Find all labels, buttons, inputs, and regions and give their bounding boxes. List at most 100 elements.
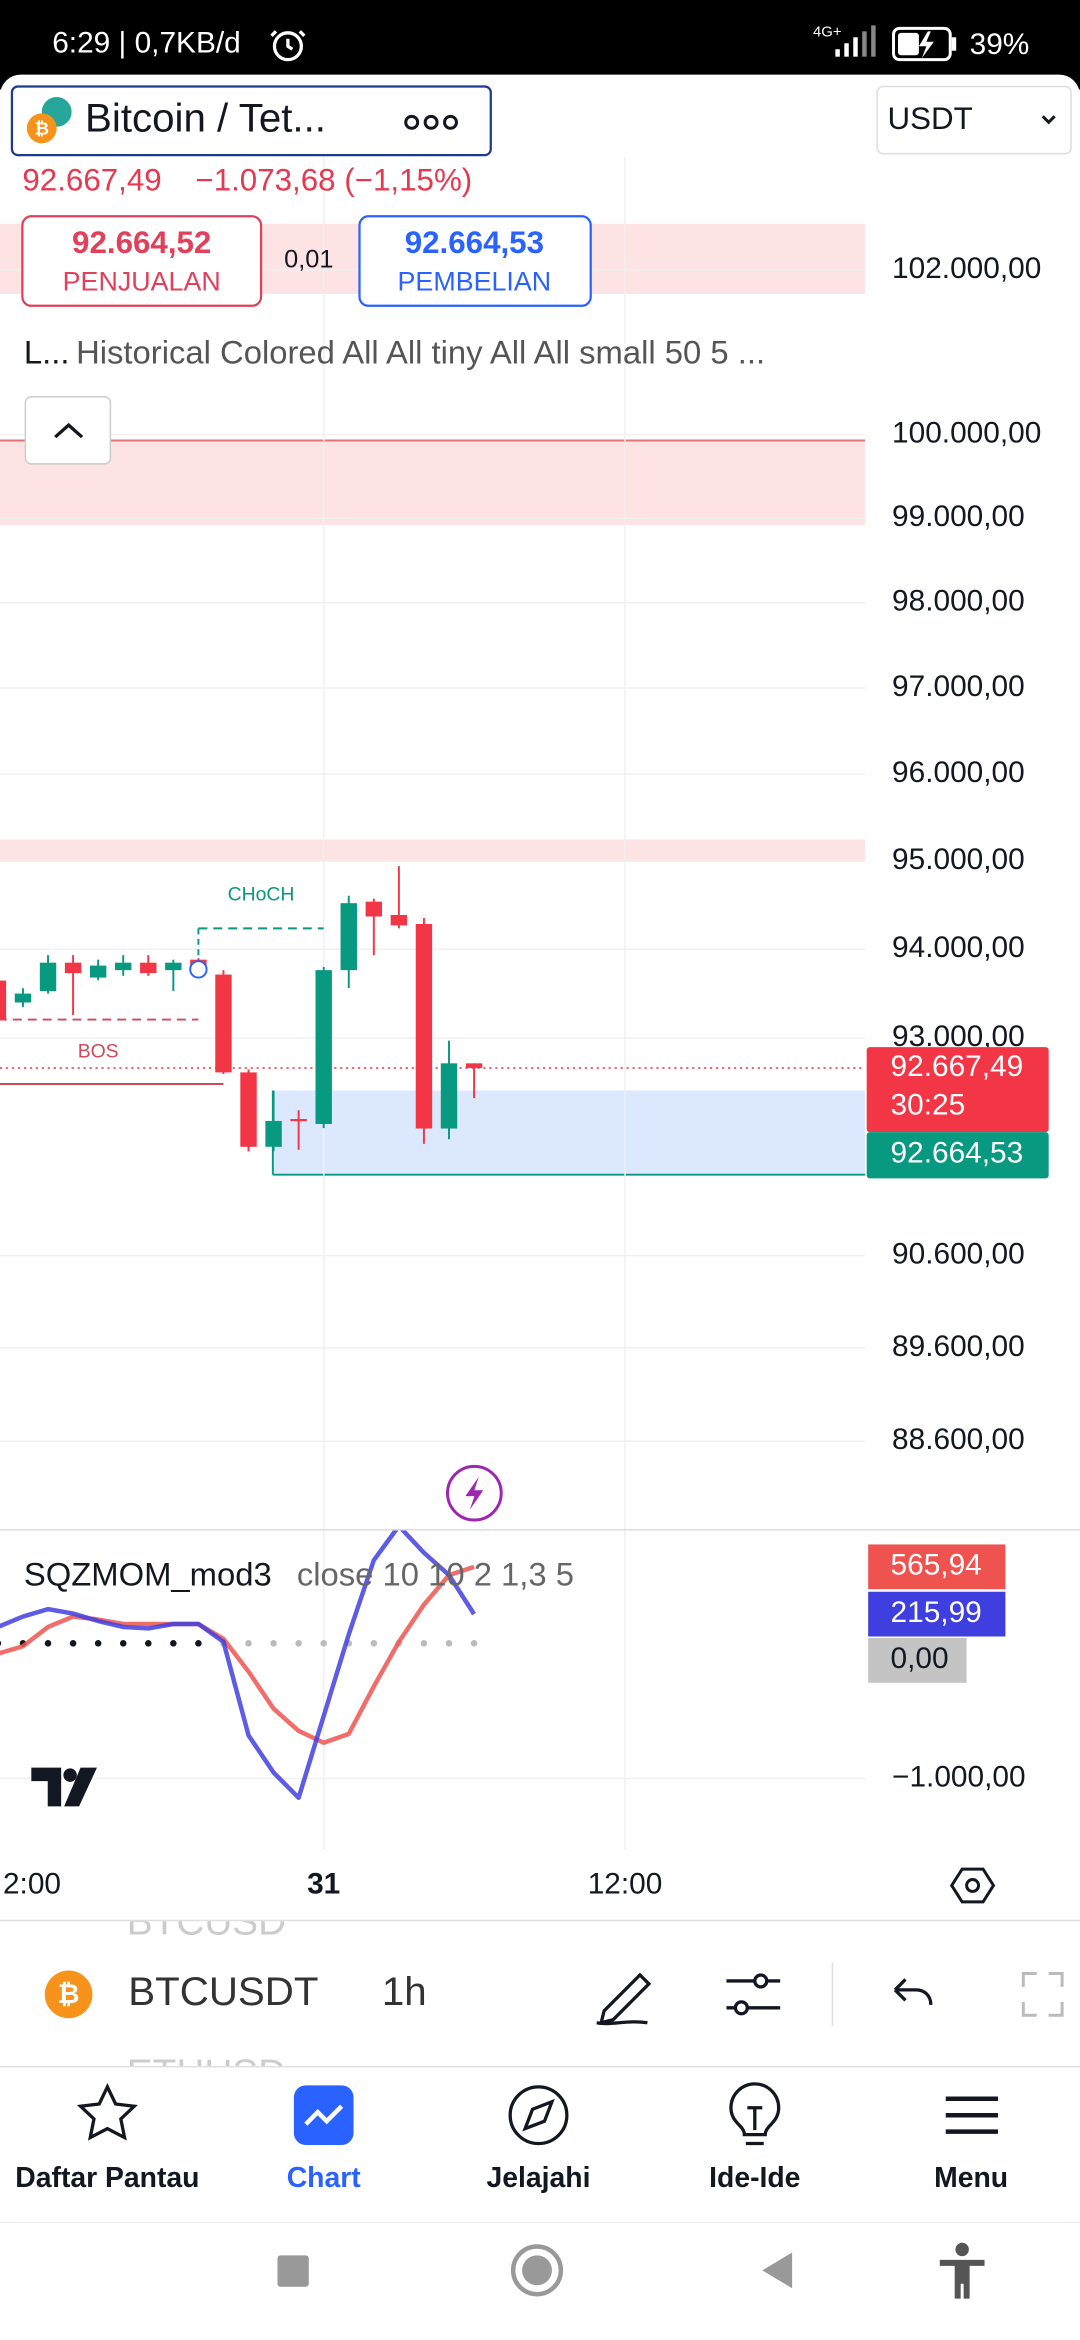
buy-price: 92.664,53 — [405, 225, 544, 260]
squeeze-dot — [270, 1640, 277, 1647]
candle-body — [415, 923, 433, 1129]
price-tick-label: 100.000,00 — [892, 417, 1041, 450]
squeeze-dot — [119, 1640, 127, 1647]
price-tick-label: 95.000,00 — [892, 843, 1025, 876]
squeeze-dot — [445, 1640, 453, 1647]
legend-short: L... — [24, 334, 70, 371]
ideas-icon[interactable] — [729, 2082, 781, 2146]
structure-point — [189, 960, 208, 979]
accessibility-button[interactable] — [939, 2242, 985, 2299]
squeeze-dot — [470, 1640, 478, 1647]
squeeze-dot — [94, 1640, 102, 1647]
symbol-title: Bitcoin / Tet... — [85, 95, 326, 140]
bid-tag — [866, 1132, 1049, 1179]
toolbar-interval[interactable]: 1h — [382, 1969, 427, 2014]
collapse-button[interactable] — [24, 396, 112, 465]
price-tick-label: 90.600,00 — [892, 1237, 1025, 1270]
time-label: 31 — [307, 1867, 340, 1900]
network-type: 4G+ — [813, 25, 842, 41]
nav-label[interactable]: Ide-Ide — [709, 2162, 800, 2194]
indicator-pane — [0, 1530, 866, 1850]
candle-body — [39, 962, 57, 992]
home-button[interactable] — [510, 2244, 564, 2297]
chart-settings[interactable] — [949, 1867, 996, 1904]
nav-label[interactable]: Jelajahi — [487, 2162, 591, 2194]
candle-body — [465, 1063, 483, 1068]
back-button[interactable] — [762, 2252, 793, 2289]
tradingview-logo — [31, 1767, 97, 1807]
squeeze-dot — [320, 1640, 327, 1647]
squeeze-dot — [420, 1640, 428, 1647]
squeeze-dot — [144, 1640, 152, 1647]
ghost-symbol: ETHUSD — [127, 2053, 286, 2096]
squeeze-dot — [195, 1640, 202, 1647]
nav-label[interactable]: Menu — [934, 2162, 1008, 2194]
squeeze-dot — [170, 1640, 177, 1647]
more-button[interactable] — [404, 114, 458, 130]
indicator-value-tag — [868, 1637, 967, 1683]
price-tick-label: 99.000,00 — [892, 500, 1025, 533]
zone — [272, 1090, 866, 1175]
svg-text:₿: ₿ — [34, 119, 49, 139]
time-label: 2:00 — [3, 1867, 61, 1900]
countdown: 30:25 — [891, 1089, 966, 1122]
price-tick-label: 88.600,00 — [892, 1423, 1025, 1456]
currency-chevron — [1041, 115, 1056, 125]
nav-label[interactable]: Chart — [287, 2162, 362, 2194]
undo-button[interactable] — [893, 1978, 933, 2005]
fullscreen-button[interactable] — [1021, 1972, 1064, 2017]
svg-text:₿: ₿ — [58, 1979, 80, 2009]
price-tick-label: 97.000,00 — [892, 670, 1025, 703]
candle-body — [215, 974, 232, 1073]
squeeze-dot — [0, 1640, 2, 1646]
indicator-name: SQZMOM_mod3 — [24, 1555, 272, 1592]
indicator-value-label: 565,94 — [891, 1549, 982, 1582]
indicator-line — [0, 1530, 476, 1801]
bid-tag-label: 92.664,53 — [891, 1136, 1024, 1169]
squeeze-dot — [245, 1640, 252, 1647]
sell-label: PENJUALAN — [63, 267, 221, 297]
price-tick-label: 96.000,00 — [892, 756, 1025, 789]
ghost-symbol: BTCUSD — [127, 1901, 286, 1944]
indicator-value-tag — [868, 1591, 1006, 1637]
candle-body — [64, 962, 82, 974]
collapse-chevron — [54, 422, 84, 439]
squeeze-dot — [69, 1640, 77, 1647]
indicator-value-label: 0,00 — [891, 1642, 949, 1675]
zone — [0, 839, 866, 862]
candle-body — [290, 1119, 307, 1122]
last-price-tag-label: 92.667,49 — [891, 1050, 1024, 1083]
candle-body — [115, 962, 132, 971]
indicator-value-label: 215,99 — [891, 1596, 982, 1629]
recents-button[interactable] — [277, 2255, 309, 2287]
buy-button[interactable] — [358, 215, 592, 307]
price-tick-label: 89.600,00 — [892, 1330, 1025, 1363]
candle-body — [340, 903, 357, 971]
lightning-button[interactable] — [446, 1464, 503, 1522]
watchlist-icon[interactable] — [76, 2083, 138, 2141]
squeeze-dot — [370, 1640, 378, 1647]
sell-button[interactable] — [21, 215, 263, 307]
buy-label: PEMBELIAN — [398, 267, 552, 297]
symbol-search[interactable] — [10, 85, 492, 157]
candle-body — [265, 1120, 282, 1147]
candle-body — [240, 1072, 257, 1147]
price-axis: 102.000,00 100.000,00 99.000,00 98.000,00 97… — [892, 252, 1041, 1456]
time-label: 12:00 — [588, 1867, 663, 1900]
menu-icon[interactable] — [945, 2096, 998, 2134]
signal-icon — [835, 25, 876, 57]
symbol-icon: ₿ — [26, 96, 72, 144]
currency-select[interactable] — [876, 85, 1072, 155]
squeeze-dot — [44, 1640, 52, 1647]
btc-icon: ₿ — [44, 1970, 93, 2019]
indicator-params: close 10 10 2 1,3 5 — [297, 1555, 574, 1592]
explore-icon[interactable] — [508, 2085, 569, 2146]
currency: USDT — [888, 101, 973, 136]
toolbar-symbol[interactable]: BTCUSDT — [128, 1969, 318, 2014]
indicator-settings[interactable] — [726, 1973, 781, 2016]
nav-label[interactable]: Daftar Pantau — [15, 2162, 199, 2194]
draw-tool[interactable] — [596, 1972, 652, 2026]
sell-price: 92.664,52 — [72, 225, 211, 260]
candle-body — [140, 962, 157, 974]
